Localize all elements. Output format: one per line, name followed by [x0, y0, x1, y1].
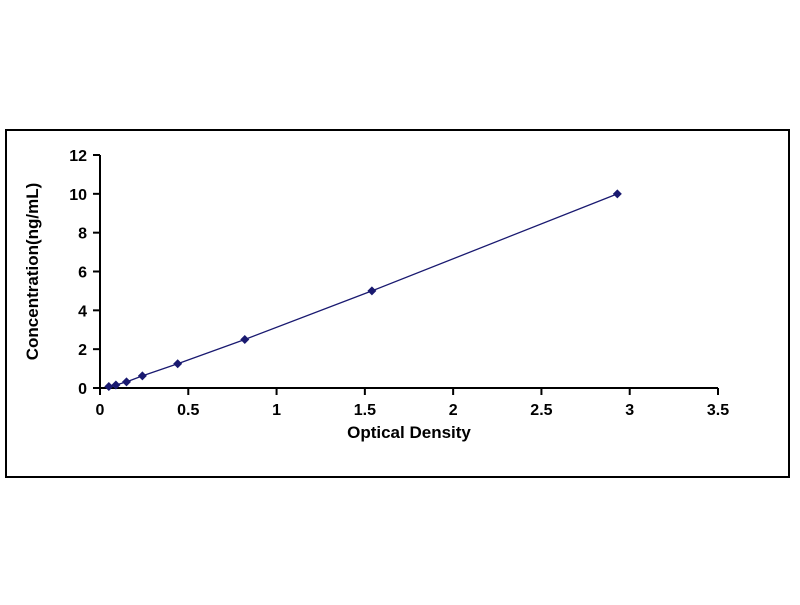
x-tick-label: 1.5 — [354, 402, 376, 419]
x-tick-label: 2.5 — [530, 402, 552, 419]
data-point-marker — [121, 377, 131, 387]
x-tick-label: 0.5 — [177, 402, 199, 419]
data-point-marker — [104, 381, 114, 391]
data-point-marker — [367, 286, 377, 296]
x-tick-label: 3.5 — [707, 402, 729, 419]
chart-frame — [5, 129, 790, 478]
x-tick-label: 1 — [272, 402, 281, 419]
data-point-marker — [173, 359, 183, 369]
y-tick-label: 4 — [78, 303, 87, 320]
tick-marks — [93, 154, 719, 395]
y-tick-label: 2 — [78, 342, 87, 359]
data-point-marker — [612, 189, 622, 199]
y-axis-label: Concentration(ng/mL) — [23, 183, 42, 361]
data-point-markers — [104, 189, 622, 391]
x-axis-label: Optical Density — [347, 423, 471, 442]
x-tick-label: 0 — [96, 402, 105, 419]
tick-labels: 0 0.5 1 1.5 2 2.5 3 3.5 0 2 4 6 8 10 12 — [69, 148, 729, 419]
data-point-marker — [137, 371, 147, 381]
x-tick-label: 3 — [625, 402, 634, 419]
y-tick-label: 12 — [69, 148, 87, 165]
x-tick-label: 2 — [449, 402, 458, 419]
y-tick-label: 10 — [69, 187, 87, 204]
y-tick-label: 6 — [78, 265, 87, 282]
data-point-marker — [111, 380, 121, 390]
y-tick-label: 8 — [78, 226, 87, 243]
y-tick-label: 0 — [78, 381, 87, 398]
data-point-marker — [240, 334, 250, 344]
